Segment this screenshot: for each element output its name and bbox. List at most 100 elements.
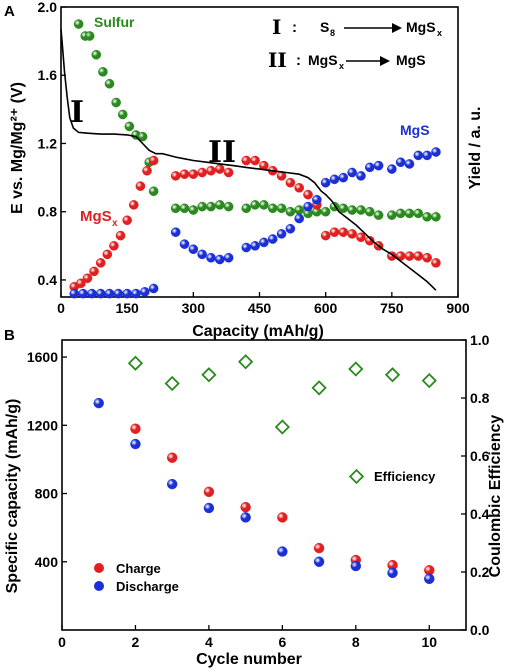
panel-a-point-mgs (122, 288, 132, 299)
panel-a-point-mgs (148, 283, 159, 294)
panel-a-point-mgsx (364, 235, 375, 246)
panel-a-voltage-curve (60, 29, 437, 291)
panel-a-point-mgsx (404, 251, 415, 261)
panel-a-xtick-label: 900 (446, 300, 470, 316)
panel-a-ytick-label: 0.4 (38, 272, 58, 288)
panel-a-point-sulfur (223, 201, 234, 212)
label-sulfur: Sulfur (94, 14, 135, 30)
panel-a-point-sulfur (347, 205, 357, 215)
legend-to-1: MgS (406, 19, 436, 35)
panel-a-point-sulfur (356, 205, 366, 215)
panel-a-point-mgs (285, 223, 296, 234)
panel-a-xtick-label: 300 (182, 300, 206, 316)
panel-b-ytick-label: 400 (35, 554, 59, 570)
panel-a-point-mgs (294, 213, 305, 224)
legend-discharge-marker (94, 581, 104, 591)
panel-b-ytick-right-label: 0.6 (470, 448, 490, 464)
panel-a-point-mgs (422, 150, 432, 161)
panel-a-xlabel: Capacity (mAh/g) (192, 323, 324, 340)
panel-a-point-mgs (78, 288, 88, 299)
panel-b-label: B (4, 327, 15, 344)
panel-a-point-mgsx (294, 183, 305, 193)
panel-b-point-discharge (387, 567, 398, 579)
panel-b-ytick-right-label: 0.2 (470, 564, 490, 580)
panel-a-point-mgsx (320, 230, 331, 241)
panel-a-point-sulfur (197, 201, 207, 212)
panel-b-point-discharge (313, 556, 325, 567)
panel-b-point-efficiency (384, 367, 401, 383)
panel-a-point-mgs (140, 287, 150, 297)
label-mgsx-sub: x (112, 218, 118, 229)
panel-b-point-discharge (277, 546, 288, 557)
panel-a-point-sulfur (404, 208, 415, 219)
panel-b-ytick-right-label: 1.0 (470, 332, 490, 348)
panel-b-point-discharge (350, 560, 362, 572)
panel-b-ylabel: Specific capacity (mAh/g) (4, 399, 21, 594)
panel-a-point-sulfur (117, 109, 128, 120)
panel-b-point-charge (166, 452, 178, 463)
legend-from-1: S (320, 19, 329, 35)
panel-a-xtick-label: 0 (57, 300, 65, 316)
panel-a-point-sulfur (259, 200, 269, 210)
region-label-1: I (70, 95, 84, 130)
panel-a-point-sulfur (98, 67, 108, 77)
panel-b-ytick-right-label: 0.4 (470, 506, 490, 522)
legend-arrowhead-1 (392, 23, 402, 33)
panel-b-ytick-label: 1200 (27, 417, 58, 433)
panel-a-point-sulfur (241, 203, 252, 214)
panel-a-point-sulfur (214, 200, 225, 210)
panel-a-xtick-label: 150 (115, 300, 139, 316)
panel-a-point-mgsx (115, 230, 126, 241)
panel-b-point-efficiency (311, 380, 327, 396)
legend-to-sub-1: x (437, 28, 442, 38)
panel-a-point-mgsx (347, 229, 357, 239)
panel-b-ytick-right-label: 0.0 (470, 622, 490, 638)
panel-a-point-sulfur (84, 31, 95, 41)
panel-a-point-sulfur (364, 206, 375, 217)
panel-a: A 0 150 300 450 600 750 900 0.4 0.8 1.2 1.6 2.0 Cap… (4, 0, 484, 340)
panel-a-point-mgs (113, 288, 124, 299)
panel-a-ytick-label: 1.6 (38, 67, 58, 83)
legend-efficiency-marker (348, 468, 365, 485)
panel-a-point-mgs (69, 288, 80, 299)
panel-a-point-mgsx (109, 241, 119, 251)
panel-b-xlabel: Cycle number (196, 651, 302, 668)
panel-a-point-mgsx (89, 266, 99, 277)
panel-a-point-mgs (223, 252, 234, 263)
panel-a-point-mgs (329, 174, 340, 185)
panel-a-point-mgsx (338, 227, 349, 237)
panel-a-point-sulfur (111, 97, 121, 108)
panel-b-point-charge (130, 423, 141, 434)
panel-b-point-discharge (93, 397, 104, 409)
panel-b-point-discharge (203, 502, 215, 514)
region-label-2: II (208, 135, 236, 170)
panel-a-point-sulfur (170, 203, 181, 214)
panel-a-point-mgsx (241, 155, 252, 166)
panel-a-point-mgsx (82, 273, 93, 284)
panel-a-point-sulfur (373, 210, 384, 220)
legend-discharge-label: Discharge (116, 579, 179, 594)
panel-b-point-efficiency (127, 355, 144, 371)
panel-b-point-discharge (240, 512, 251, 523)
legend-from-2: MgS (308, 52, 338, 68)
panel-b-point-charge (313, 542, 325, 554)
panel-a-point-sulfur (276, 203, 287, 214)
panel-b-xtick-label: 0 (58, 634, 66, 650)
panel-a-point-mgs (373, 160, 384, 171)
legend-efficiency-label: Efficiency (374, 469, 436, 484)
panel-a-ytick-label: 1.2 (38, 135, 58, 151)
legend-efficiency: Efficiency (348, 468, 436, 485)
panel-a-ytick-label: 0.8 (38, 204, 58, 220)
panel-a-point-mgsx (148, 155, 159, 166)
panel-a-point-mgs (320, 177, 331, 188)
panel-b-ytick-label: 800 (35, 486, 59, 502)
panel-a-point-mgs (87, 288, 97, 299)
panel-a-point-mgsx (329, 227, 340, 237)
panel-b: B 0 2 4 6 8 10 400 800 1200 1600 0.0 0.2 0.4 0.6 0.8 1.… (4, 327, 504, 668)
panel-a-point-mgs (206, 252, 216, 263)
panel-a-point-mgs (276, 229, 287, 239)
label-mgsx: MgS (80, 208, 112, 225)
legend-to-2: MgS (396, 52, 426, 68)
panel-a-point-mgs (197, 249, 207, 260)
panel-a-xtick-label: 750 (380, 300, 404, 316)
